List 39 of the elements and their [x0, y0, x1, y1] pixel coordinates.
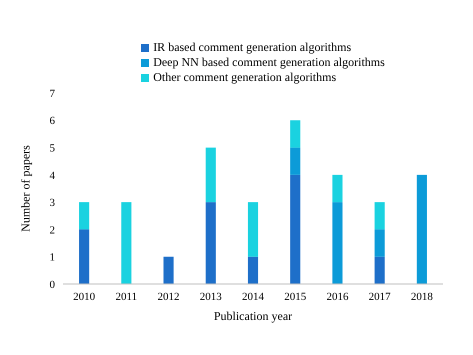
bar	[374, 256, 385, 284]
bar	[374, 229, 385, 257]
bar	[163, 256, 174, 284]
y-tick-label: 6	[50, 115, 56, 128]
y-tick-label: 5	[50, 142, 56, 154]
legend-label: IR based comment generation algorithms	[153, 40, 352, 54]
x-tick-label: 2018	[410, 290, 434, 303]
y-tick-label: 4	[50, 170, 56, 182]
x-tick-label: 2014	[242, 290, 264, 303]
bar	[290, 120, 300, 148]
x-tick-label: 2016	[326, 290, 349, 303]
x-tick-label: 2017	[368, 290, 392, 303]
y-tick-label: 2	[50, 224, 55, 236]
bar	[374, 202, 385, 230]
bar	[79, 202, 90, 230]
x-tick-label: 2011	[116, 290, 138, 303]
bar	[416, 174, 427, 284]
bar	[332, 202, 343, 284]
x-tick-label: 2015	[284, 290, 307, 303]
bar	[290, 174, 300, 284]
y-tick-label: 1	[50, 252, 55, 264]
y-tick-label: 3	[50, 197, 56, 210]
x-tick-label: 2012	[158, 290, 180, 303]
bar	[121, 202, 132, 284]
bar	[248, 202, 258, 257]
bar	[332, 174, 343, 202]
x-tick-label: 2013	[200, 290, 222, 303]
bar	[79, 229, 90, 284]
bar	[206, 148, 216, 202]
y-tick-label: 0	[50, 278, 56, 291]
y-tick-label: 7	[50, 88, 56, 100]
bar	[290, 148, 300, 175]
x-axis-title: Publication year	[214, 309, 292, 323]
bar	[248, 256, 258, 284]
bar	[206, 202, 216, 284]
y-axis-title: Number of papers	[18, 144, 32, 232]
legend-label: Other comment generation algorithms	[153, 70, 336, 84]
x-tick-label: 2010	[73, 290, 96, 303]
legend-label: Deep NN based comment generation algorithms	[153, 55, 385, 69]
